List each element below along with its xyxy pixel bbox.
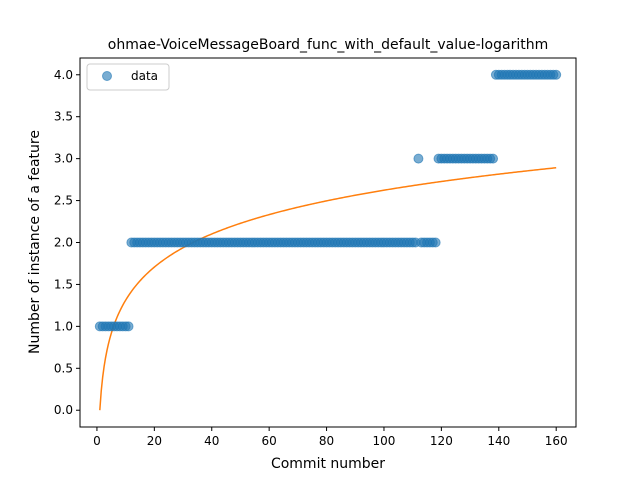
data-point (413, 153, 424, 164)
y-tick-label: 1.0 (54, 319, 73, 333)
y-tick-label: 2.5 (54, 194, 73, 208)
y-tick-label: 3.0 (54, 152, 73, 166)
y-axis-label: Number of instance of a feature (27, 130, 43, 354)
points-layer (94, 69, 562, 332)
y-tick-label: 2.0 (54, 236, 73, 250)
legend-box (86, 63, 170, 91)
x-tick-label: 20 (147, 434, 162, 448)
x-tick-label: 0 (93, 434, 101, 448)
y-tick-label: 1.5 (54, 277, 73, 291)
y-tick-label: 3.5 (54, 110, 73, 124)
y-axis-ticks: 0.0 0.5 1.0 1.5 2.0 2.5 3.0 3.5 4.0 (54, 68, 80, 417)
y-tick-label: 4.0 (54, 68, 73, 82)
chart-title: ohmae-VoiceMessageBoard_func_with_defaul… (108, 37, 548, 53)
legend: data (86, 63, 170, 91)
x-tick-label: 40 (204, 434, 219, 448)
y-tick-label: 0.5 (54, 361, 73, 375)
x-axis-ticks: 0 20 40 60 80 100 120 140 160 (93, 427, 568, 448)
data-point (488, 153, 499, 164)
x-axis-label: Commit number (271, 456, 385, 472)
x-tick-label: 120 (430, 434, 453, 448)
x-tick-label: 160 (545, 434, 568, 448)
fit-line (99, 167, 557, 411)
y-tick-label: 0.0 (54, 403, 73, 417)
x-tick-label: 140 (487, 434, 510, 448)
axes-frame (79, 57, 577, 428)
legend-label-data: data (131, 69, 158, 83)
legend-marker-data (102, 71, 112, 81)
data-point (551, 69, 562, 80)
x-tick-label: 60 (262, 434, 277, 448)
data-point (123, 321, 134, 332)
x-tick-label: 80 (319, 434, 334, 448)
fit-layer (99, 167, 557, 411)
data-point (430, 237, 441, 248)
x-tick-label: 100 (373, 434, 396, 448)
